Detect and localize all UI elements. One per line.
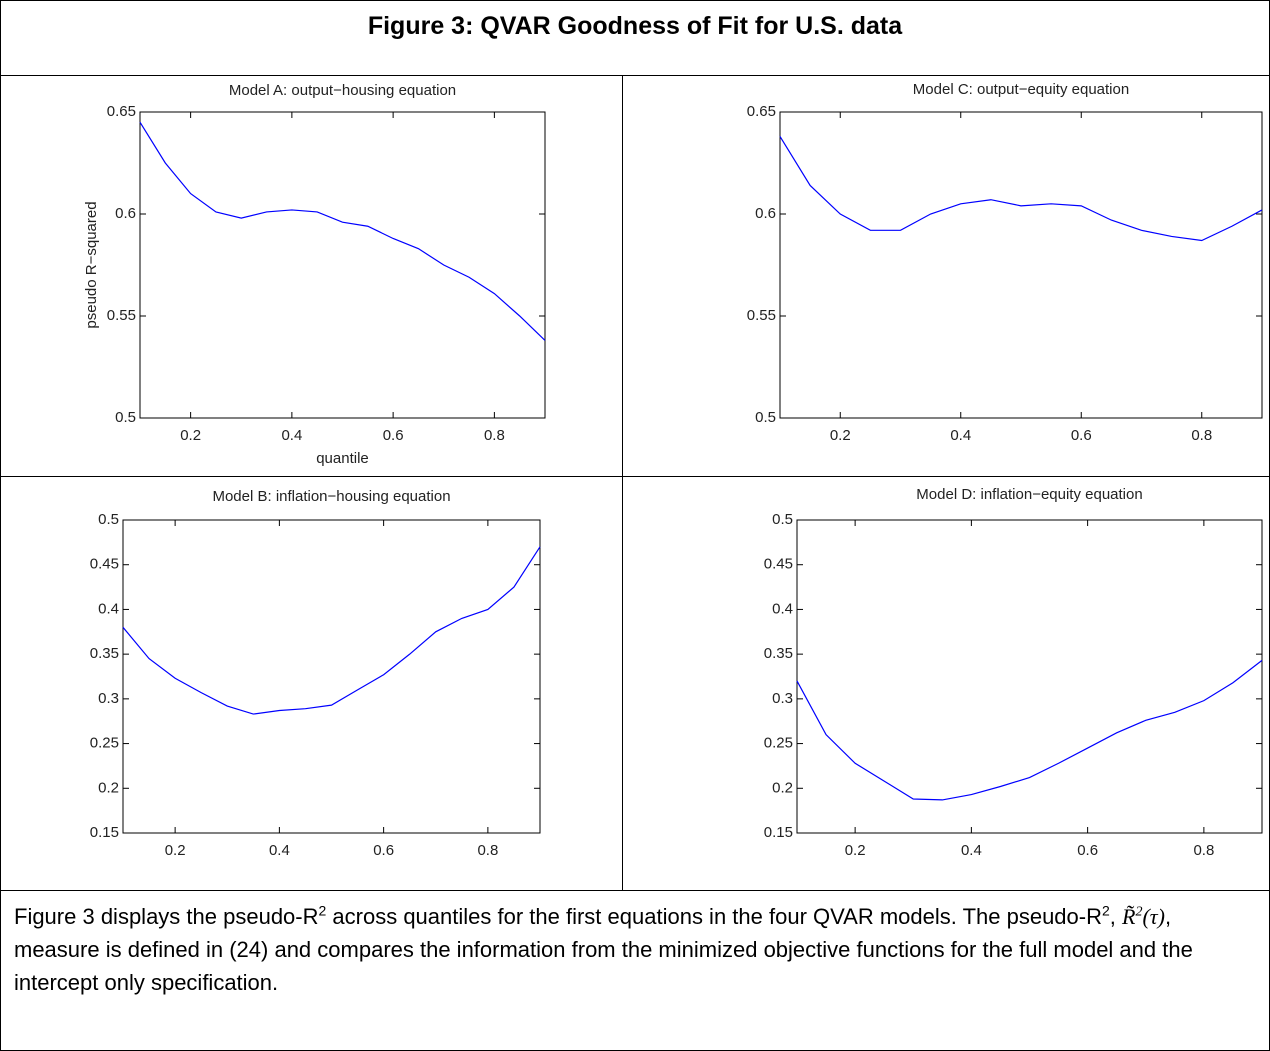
caption-text: Figure 3 displays the pseudo-R [14, 904, 319, 929]
plot-area [796, 519, 1263, 834]
y-tick-label: 0.45 [764, 556, 793, 573]
y-tick-label: 0.65 [747, 103, 776, 120]
x-tick-label: 0.4 [950, 427, 971, 444]
y-tick-label: 0.55 [107, 307, 136, 324]
y-tick-label: 0.4 [98, 600, 119, 617]
math: (τ) [1142, 904, 1166, 929]
y-tick-label: 0.3 [772, 690, 793, 707]
x-tick-label: 0.4 [281, 427, 302, 444]
y-tick-label: 0.5 [115, 409, 136, 426]
superscript: 2 [1135, 904, 1143, 920]
y-tick-label: 0.2 [98, 779, 119, 796]
x-tick-label: 0.8 [1193, 842, 1214, 859]
x-tick-label: 0.6 [1071, 427, 1092, 444]
superscript: 2 [1102, 902, 1110, 919]
plot-area [122, 519, 541, 834]
line [122, 546, 541, 715]
y-tick-label: 0.45 [90, 556, 119, 573]
plot-area [779, 111, 1263, 419]
line [796, 659, 1263, 801]
y-tick-label: 0.2 [772, 779, 793, 796]
x-tick-label: 0.4 [269, 842, 290, 859]
superscript: 2 [318, 902, 327, 919]
y-tick-label: 0.5 [772, 511, 793, 528]
x-tick-label: 0.6 [383, 427, 404, 444]
y-tick-label: 0.4 [772, 600, 793, 617]
x-tick-label: 0.8 [484, 427, 505, 444]
y-tick-label: 0.25 [90, 735, 119, 752]
chart-title: Model D: inflation−equity equation [916, 486, 1142, 503]
y-tick-label: 0.25 [764, 735, 793, 752]
x-tick-label: 0.6 [373, 842, 394, 859]
x-tick-label: 0.2 [180, 427, 201, 444]
y-tick-label: 0.15 [90, 824, 119, 841]
chart-title: Model B: inflation−housing equation [212, 488, 450, 505]
chart-title: Model C: output−equity equation [913, 81, 1129, 98]
caption: Figure 3 displays the pseudo-R2 across q… [14, 900, 1254, 999]
line [779, 136, 1263, 242]
y-tick-label: 0.35 [764, 645, 793, 662]
y-tick-label: 0.35 [90, 645, 119, 662]
x-tick-label: 0.8 [1191, 427, 1212, 444]
y-axis-label: pseudo R−squared [83, 201, 100, 328]
chart-title: Model A: output−housing equation [229, 82, 456, 99]
x-axis-label: quantile [316, 450, 369, 467]
x-tick-label: 0.2 [165, 842, 186, 859]
x-tick-label: 0.2 [845, 842, 866, 859]
y-tick-label: 0.3 [98, 690, 119, 707]
x-tick-label: 0.2 [830, 427, 851, 444]
x-tick-label: 0.6 [1077, 842, 1098, 859]
math: R̃ [1122, 904, 1136, 929]
y-tick-label: 0.15 [764, 824, 793, 841]
y-tick-label: 0.65 [107, 103, 136, 120]
x-tick-label: 0.4 [961, 842, 982, 859]
line [139, 121, 546, 341]
caption-text: , [1109, 904, 1123, 929]
y-tick-label: 0.6 [115, 205, 136, 222]
y-tick-label: 0.5 [98, 511, 119, 528]
caption-text: across quantiles for the first equations… [326, 904, 1102, 929]
x-tick-label: 0.8 [477, 842, 498, 859]
caption-text: , measure is defined in (24) and compare… [14, 904, 1193, 995]
y-tick-label: 0.6 [755, 205, 776, 222]
plot-area [139, 111, 546, 419]
y-tick-label: 0.5 [755, 409, 776, 426]
figure-title: Figure 3: QVAR Goodness of Fit for U.S. … [367, 12, 903, 40]
y-tick-label: 0.55 [747, 307, 776, 324]
